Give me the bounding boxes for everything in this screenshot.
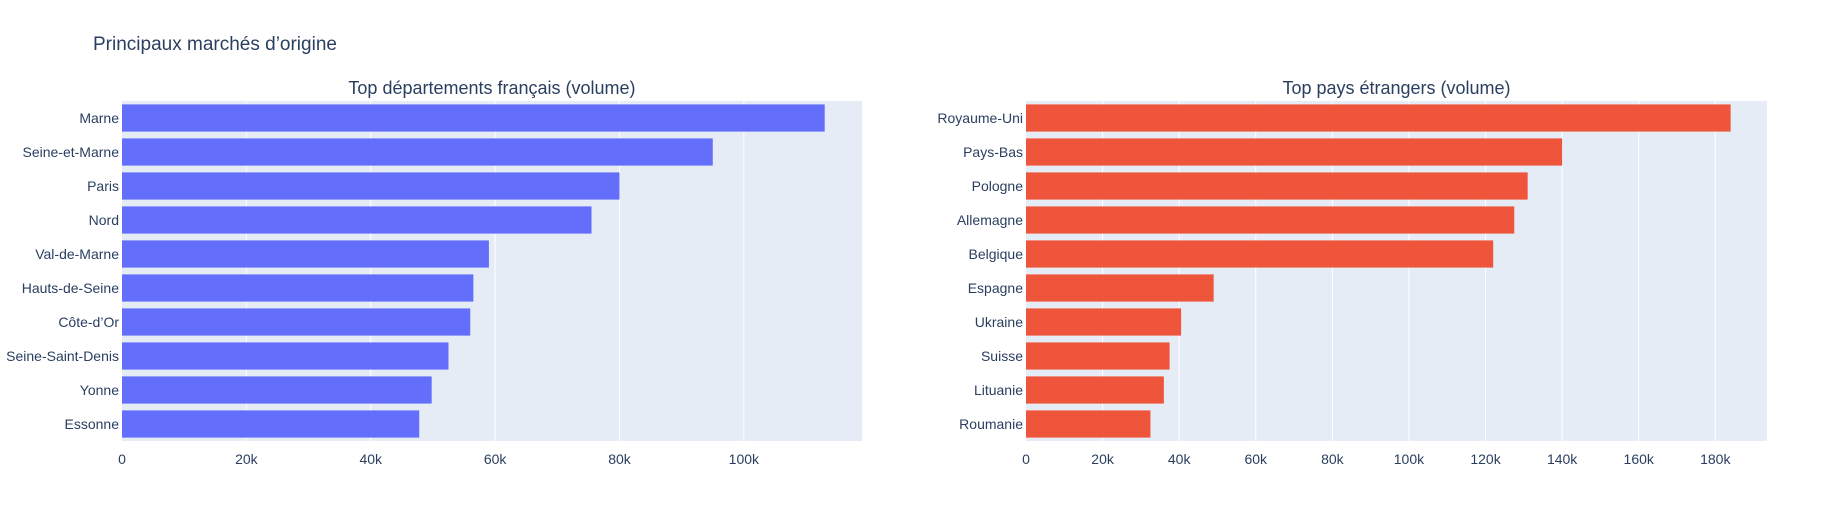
- chart2-bar: [1026, 172, 1528, 200]
- chart2-bar: [1026, 342, 1170, 370]
- chart2-category-label: Pologne: [972, 178, 1024, 194]
- chart2-category-label: Royaume-Uni: [937, 110, 1023, 126]
- chart1-bar: [122, 206, 592, 234]
- chart1-bar: [122, 410, 420, 438]
- chart2-x-tick-label: 100k: [1394, 451, 1425, 467]
- chart1-category-label: Yonne: [80, 382, 119, 398]
- chart1-category-label: Seine-Saint-Denis: [6, 348, 119, 364]
- chart2-x-tick-label: 80k: [1321, 451, 1345, 467]
- chart2-bar: [1026, 138, 1563, 166]
- chart2-category-label: Belgique: [969, 246, 1024, 262]
- chart2-category-label: Ukraine: [975, 314, 1023, 330]
- chart1-bar: [122, 104, 825, 132]
- chart2-x-tick-label: 120k: [1470, 451, 1501, 467]
- chart1-category-label: Paris: [87, 178, 119, 194]
- chart2-bar: [1026, 308, 1182, 336]
- chart1-bar: [122, 308, 471, 336]
- chart2-bar: [1026, 410, 1151, 438]
- chart1-bar: [122, 172, 620, 200]
- chart1-category-label: Côte-d’Or: [58, 314, 119, 330]
- chart2-x-tick-label: 160k: [1624, 451, 1655, 467]
- chart2-bar: [1026, 376, 1164, 404]
- chart2-category-label: Roumanie: [959, 416, 1023, 432]
- chart2-x-tick-label: 140k: [1547, 451, 1578, 467]
- chart2-category-label: Allemagne: [957, 212, 1023, 228]
- chart2-bar: [1026, 104, 1731, 132]
- chart1-category-label: Nord: [89, 212, 119, 228]
- chart2-x-tick-label: 0: [1022, 451, 1030, 467]
- chart1-bar: [122, 376, 432, 404]
- chart2-category-label: Suisse: [981, 348, 1023, 364]
- chart2-category-label: Pays-Bas: [963, 144, 1023, 160]
- chart2-x-tick-label: 40k: [1168, 451, 1192, 467]
- chart1-category-label: Marne: [79, 110, 119, 126]
- chart1-x-tick-label: 40k: [359, 451, 383, 467]
- chart2-title: Top pays étrangers (volume): [1282, 78, 1510, 98]
- chart1-category-label: Seine-et-Marne: [23, 144, 120, 160]
- chart1-x-tick-label: 20k: [235, 451, 259, 467]
- chart2-category-label: Lituanie: [974, 382, 1023, 398]
- chart1-group: 0 20k 40k 60k 80k 100k Marne Seine-et-Marne Pari…: [6, 78, 862, 467]
- chart1-bar: [122, 274, 474, 302]
- chart1-title: Top départements français (volume): [348, 78, 635, 98]
- chart1-bar: [122, 240, 489, 268]
- chart1-category-label: Hauts-de-Seine: [22, 280, 119, 296]
- chart1-category-label: Essonne: [65, 416, 120, 432]
- chart1-x-tick-label: 100k: [729, 451, 760, 467]
- chart1-bar: [122, 138, 713, 166]
- chart2-bar: [1026, 206, 1515, 234]
- figure-title: Principaux marchés d’origine: [93, 34, 337, 55]
- chart2-group: 0 20k 40k 60k 80k 100k 120k 140k 160k 180k Royaume…: [937, 78, 1767, 467]
- chart1-x-tick-label: 0: [118, 451, 126, 467]
- chart2-x-tick-label: 180k: [1700, 451, 1731, 467]
- chart2-x-tick-label: 60k: [1244, 451, 1268, 467]
- chart2-bar: [1026, 240, 1494, 268]
- chart2-x-tick-label: 20k: [1091, 451, 1115, 467]
- chart2-bar: [1026, 274, 1214, 302]
- chart1-category-label: Val-de-Marne: [35, 246, 119, 262]
- chart1-bar: [122, 342, 449, 370]
- chart1-x-tick-label: 60k: [484, 451, 508, 467]
- chart2-category-label: Espagne: [968, 280, 1023, 296]
- chart1-x-tick-label: 80k: [608, 451, 632, 467]
